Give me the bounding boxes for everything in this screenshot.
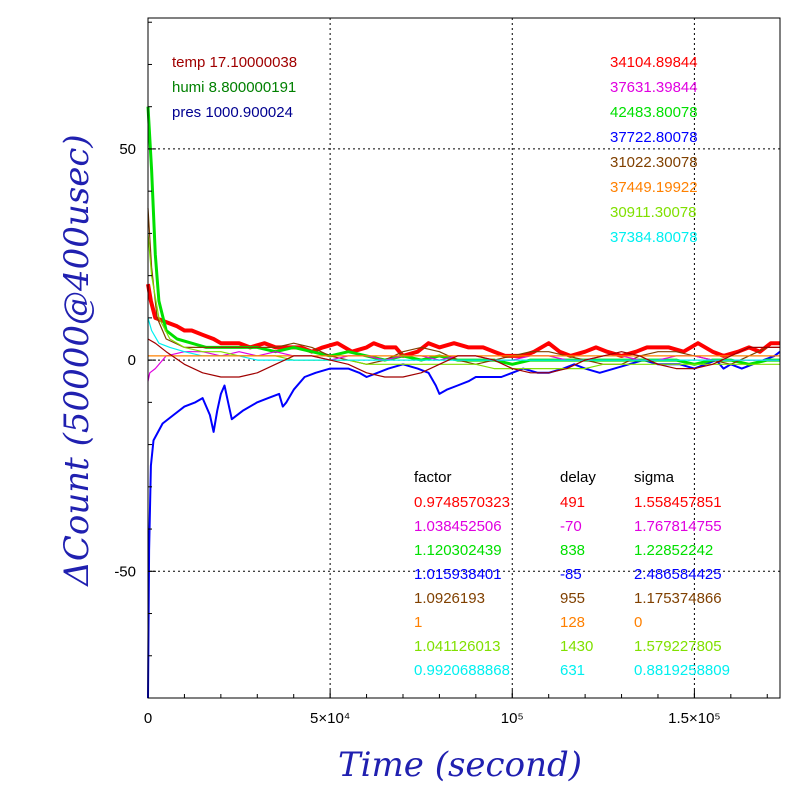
env-readout: pres 1000.900024	[172, 104, 293, 121]
fit-cell: 128	[560, 614, 585, 631]
y-tick-label: 0	[128, 352, 136, 369]
axis-ticks: 0 5×10⁴ 10⁵ 1.5×10⁵ 50 0 -50	[114, 21, 768, 727]
y-tick-label: -50	[114, 563, 136, 580]
fit-cell: 955	[560, 590, 585, 607]
data-series-line	[146, 283, 780, 358]
fit-cell: 1.579227805	[634, 638, 722, 655]
fit-cell: 1.22852242	[634, 542, 713, 559]
fit-cell: 1.120302439	[414, 542, 502, 559]
y-tick-label: 50	[119, 141, 136, 158]
fit-cell: 1.015938401	[414, 566, 502, 583]
data-series-line	[147, 233, 780, 370]
fit-cell: 0.9748570323	[414, 494, 510, 511]
fit-cell: 1.175374866	[634, 590, 722, 607]
fit-cell: 0.8819258809	[634, 662, 730, 679]
fit-cell: -85	[560, 566, 582, 583]
grid-lines	[148, 18, 780, 698]
fit-cell: 491	[560, 494, 585, 511]
x-tick-label: 5×10⁴	[310, 710, 350, 727]
data-series	[146, 106, 781, 699]
env-readout: temp 17.10000038	[172, 54, 297, 71]
x-axis-label: Time (second)	[338, 745, 582, 785]
channel-total: 42483.80078	[610, 104, 698, 121]
fit-cell: 0.9920688868	[414, 662, 510, 679]
annotations: temp 17.10000038 humi 8.800000191 pres 100…	[172, 54, 730, 679]
fit-cell: 1430	[560, 638, 593, 655]
fit-cell: 2.486584425	[634, 566, 722, 583]
plot-frame	[147, 17, 781, 699]
fit-column-header: factor	[414, 469, 452, 486]
fit-cell: 1.558457851	[634, 494, 722, 511]
channel-total: 34104.89844	[610, 54, 698, 71]
fit-cell: 0	[634, 614, 642, 631]
fit-cell: 1.041126013	[414, 638, 500, 655]
channel-total: 37631.39844	[610, 79, 698, 96]
fit-cell: 838	[560, 542, 585, 559]
fit-cell: 1.038452506	[414, 518, 502, 535]
fit-cell: 1.0926193	[414, 590, 485, 607]
data-series-line	[147, 351, 780, 382]
channel-total: 30911.30078	[610, 204, 696, 221]
env-readout: humi 8.800000191	[172, 79, 296, 96]
channel-total: 37384.80078	[610, 229, 698, 246]
fit-column-header: sigma	[634, 469, 675, 486]
y-axis-label: ΔCount (50000@400usec)	[57, 134, 97, 587]
fit-cell: 1	[414, 614, 422, 631]
data-series-line	[147, 338, 780, 378]
channel-total: 37722.80078	[610, 129, 698, 146]
x-tick-label: 1.5×10⁵	[668, 710, 721, 727]
channel-total: 31022.30078	[610, 154, 698, 171]
channel-total: 37449.19922	[610, 179, 698, 196]
x-tick-label: 10⁵	[501, 710, 524, 727]
fit-column-header: delay	[560, 469, 596, 486]
x-tick-label: 0	[144, 710, 152, 727]
fit-cell: 1.767814755	[634, 518, 722, 535]
fit-cell: -70	[560, 518, 582, 535]
fit-cell: 631	[560, 662, 585, 679]
